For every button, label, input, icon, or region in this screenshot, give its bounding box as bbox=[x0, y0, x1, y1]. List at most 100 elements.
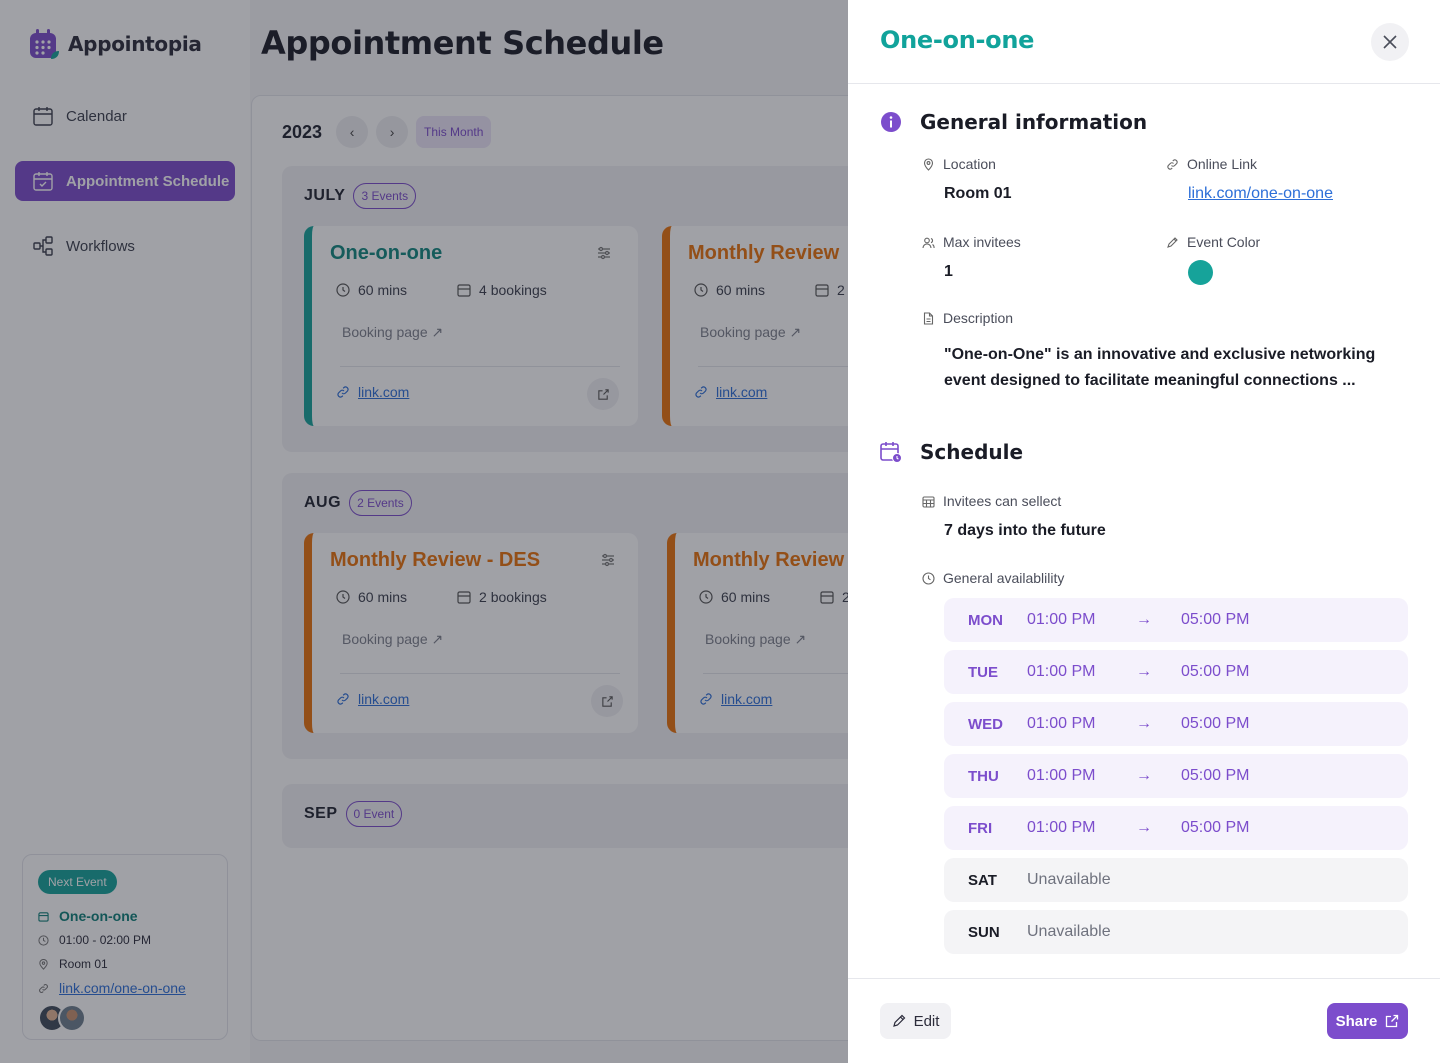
link-icon bbox=[700, 693, 712, 705]
share-icon[interactable] bbox=[587, 378, 619, 410]
chevron-left-icon: ‹ bbox=[349, 124, 355, 140]
arrow-right-icon: → bbox=[1136, 767, 1152, 784]
end-time: 05:00 PM bbox=[1181, 715, 1250, 732]
description-text: "One-on-One" is an innovative and exclus… bbox=[944, 346, 1376, 389]
drawer-footer: Edit Share bbox=[848, 978, 1440, 1063]
event-duration: 60 mins bbox=[716, 282, 766, 298]
calendar-icon bbox=[815, 284, 829, 297]
next-event-location: Room 01 bbox=[59, 957, 108, 971]
start-time: 01:00 PM bbox=[1027, 611, 1096, 628]
max-invitees-label: Max invitees bbox=[943, 234, 1021, 250]
day-name: THU bbox=[968, 767, 999, 785]
event-color-swatch[interactable] bbox=[1188, 260, 1213, 285]
end-time: 05:00 PM bbox=[1181, 767, 1250, 784]
event-title: Monthly Review bbox=[693, 549, 845, 571]
booking-page-link[interactable]: Booking page ↗ bbox=[700, 324, 802, 340]
availability-row-mon[interactable]: MON 01:00 PM → 05:00 PM bbox=[944, 598, 1408, 642]
availability-row-tue[interactable]: TUE 01:00 PM → 05:00 PM bbox=[944, 650, 1408, 694]
calendar-icon bbox=[33, 107, 53, 126]
edit-button[interactable]: Edit bbox=[880, 1003, 951, 1039]
calendar-icon bbox=[38, 911, 49, 922]
link-icon bbox=[39, 983, 48, 993]
unavailable-status: Unavailable bbox=[1027, 923, 1111, 940]
calendar-icon bbox=[457, 284, 471, 297]
availability-row-sun[interactable]: SUN Unavailable bbox=[944, 910, 1408, 954]
external-arrow-icon: ↗ bbox=[431, 324, 444, 340]
event-card[interactable]: Monthly Review - DES 60 mins 2 bookings … bbox=[304, 533, 638, 733]
events-count-badge: 0 Event bbox=[345, 801, 403, 827]
external-link-icon bbox=[1386, 1014, 1399, 1028]
info-icon bbox=[881, 112, 901, 132]
next-event-card[interactable]: Next Event One-on-one 01:00 - 02:00 PM R… bbox=[22, 854, 228, 1040]
avatar bbox=[58, 1004, 86, 1032]
sidebar-nav: Calendar Appointment Schedule Workflows bbox=[15, 96, 235, 291]
event-card[interactable]: One-on-one 60 mins 4 bookings Booking pa… bbox=[304, 226, 638, 426]
booking-page-link[interactable]: Booking page ↗ bbox=[705, 631, 807, 647]
event-title: One-on-one bbox=[330, 242, 443, 264]
availability-row-thu[interactable]: THU 01:00 PM → 05:00 PM bbox=[944, 754, 1408, 798]
event-link[interactable]: link.com bbox=[336, 384, 409, 400]
day-name: SUN bbox=[968, 923, 1000, 941]
sidebar-item-calendar[interactable]: Calendar bbox=[15, 96, 235, 136]
sidebar-item-workflows[interactable]: Workflows bbox=[15, 226, 235, 266]
day-name: FRI bbox=[968, 819, 993, 837]
availability-row-fri[interactable]: FRI 01:00 PM → 05:00 PM bbox=[944, 806, 1408, 850]
external-arrow-icon: ↗ bbox=[794, 631, 807, 647]
event-link[interactable]: link.com bbox=[699, 691, 772, 707]
sidebar-item-label: Workflows bbox=[66, 237, 135, 255]
close-button[interactable] bbox=[1371, 23, 1409, 61]
document-icon bbox=[923, 311, 934, 325]
availability-row-wed[interactable]: WED 01:00 PM → 05:00 PM bbox=[944, 702, 1408, 746]
share-button[interactable]: Share bbox=[1327, 1003, 1408, 1039]
event-link[interactable]: link.com bbox=[694, 384, 767, 400]
settings-sliders-icon[interactable] bbox=[597, 246, 611, 260]
year-label: 2023 bbox=[282, 121, 323, 142]
sidebar-item-appointment-schedule[interactable]: Appointment Schedule bbox=[15, 161, 235, 201]
arrow-right-icon: → bbox=[1136, 715, 1152, 732]
booking-page-link[interactable]: Booking page ↗ bbox=[342, 324, 444, 340]
schedule-header: Schedule bbox=[880, 440, 1023, 464]
share-icon[interactable] bbox=[591, 685, 623, 717]
event-duration: 60 mins bbox=[358, 589, 408, 605]
brand[interactable]: Appointopia bbox=[28, 28, 202, 60]
next-button[interactable]: › bbox=[376, 116, 409, 148]
this-month-button[interactable]: This Month bbox=[416, 116, 492, 148]
next-event-time: 01:00 - 02:00 PM bbox=[59, 933, 152, 947]
arrow-right-icon: → bbox=[1136, 819, 1152, 836]
event-link[interactable]: link.com bbox=[336, 691, 409, 707]
link-icon bbox=[337, 386, 349, 398]
event-details-drawer: One-on-one General information Location … bbox=[848, 0, 1440, 1063]
clock-icon bbox=[38, 934, 49, 946]
events-count-badge: 2 Events bbox=[349, 490, 412, 516]
month-block-aug: AUG 2 Events Monthly Review - DES 60 min… bbox=[282, 473, 1001, 759]
prev-button[interactable]: ‹ bbox=[336, 116, 369, 148]
edit-label: Edit bbox=[913, 1012, 940, 1030]
drawer-header: One-on-one bbox=[848, 0, 1440, 84]
event-bookings: 2 bookings bbox=[479, 589, 547, 605]
divider bbox=[698, 366, 978, 367]
next-event-link[interactable]: link.com/one-on-one bbox=[59, 980, 186, 996]
divider bbox=[340, 673, 620, 674]
event-duration: 60 mins bbox=[358, 282, 408, 298]
year-toolbar: 2023 ‹ › This Month bbox=[282, 116, 492, 148]
settings-sliders-icon[interactable] bbox=[601, 553, 615, 567]
start-time: 01:00 PM bbox=[1027, 663, 1096, 680]
month-name: JULY bbox=[304, 187, 346, 204]
share-label: Share bbox=[1335, 1012, 1378, 1030]
availability-row-sat[interactable]: SAT Unavailable bbox=[944, 858, 1408, 902]
online-link[interactable]: link.com/one-on-one bbox=[1188, 185, 1333, 202]
location-pin-icon bbox=[923, 157, 934, 171]
chevron-right-icon: › bbox=[389, 124, 395, 140]
general-availability-label: General availablility bbox=[943, 570, 1065, 586]
month-block-sep: SEP 0 Event bbox=[282, 784, 872, 848]
booking-page-link[interactable]: Booking page ↗ bbox=[342, 631, 444, 647]
start-time: 01:00 PM bbox=[1027, 819, 1096, 836]
calendar-check-icon bbox=[33, 172, 53, 191]
arrow-right-icon: → bbox=[1136, 611, 1152, 628]
sidebar: Appointopia Calendar Appointment Schedul… bbox=[0, 0, 250, 1063]
calendar-icon bbox=[457, 591, 471, 604]
location-label: Location bbox=[943, 156, 996, 172]
arrow-right-icon: → bbox=[1136, 663, 1152, 680]
clock-icon bbox=[336, 283, 350, 297]
section-title: General information bbox=[920, 110, 1148, 134]
